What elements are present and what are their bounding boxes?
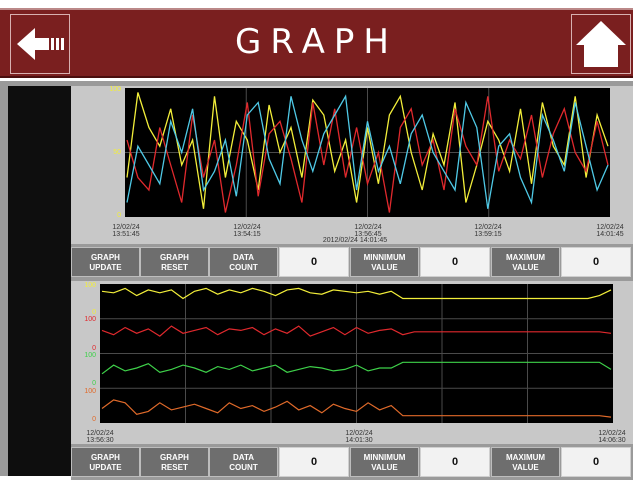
page-title: GRAPH bbox=[235, 22, 398, 62]
top-x-tick: 12/02/24 13:59:15 bbox=[474, 224, 502, 238]
bottom-x-tick: 12/02/24 14:01:30 bbox=[345, 430, 373, 444]
left-strip bbox=[8, 86, 71, 476]
bottom-y-tick: 0 bbox=[92, 416, 96, 423]
series-line bbox=[126, 94, 609, 209]
top-y-tick-100: 100 bbox=[109, 86, 121, 93]
series-line bbox=[126, 92, 609, 209]
bottom-x-tick: 12/02/24 13:56:30 bbox=[86, 430, 114, 444]
bottom-y-tick: 100 bbox=[84, 316, 96, 323]
title-bar bbox=[0, 8, 633, 78]
bottom-y-tick: 100 bbox=[84, 388, 96, 395]
series-line bbox=[101, 361, 612, 375]
graph-reset-button[interactable]: GRAPH RESET bbox=[140, 447, 209, 477]
back-button[interactable] bbox=[10, 14, 70, 74]
bottom-controls: GRAPH UPDATE GRAPH RESET DATA COUNT 0 MI… bbox=[71, 444, 633, 480]
maximum-value: 0 bbox=[561, 247, 631, 277]
home-icon bbox=[576, 21, 626, 67]
minimum-value-label: MINNIMUM VALUE bbox=[350, 247, 419, 277]
top-x-tick: 12/02/24 13:54:15 bbox=[233, 224, 261, 238]
minimum-value-label: MINNIMUM VALUE bbox=[350, 447, 419, 477]
minimum-value: 0 bbox=[420, 247, 490, 277]
minimum-value: 0 bbox=[420, 447, 490, 477]
back-arrow-icon bbox=[17, 28, 64, 60]
top-x-tick: 12/02/24 13:51:45 bbox=[112, 224, 140, 238]
data-count-label: DATA COUNT bbox=[209, 247, 278, 277]
graph-update-button[interactable]: GRAPH UPDATE bbox=[71, 247, 140, 277]
bottom-chart-plot bbox=[100, 284, 613, 423]
data-count-value: 0 bbox=[279, 447, 349, 477]
data-count-label: DATA COUNT bbox=[209, 447, 278, 477]
top-x-tick: 12/02/24 14:01:45 bbox=[596, 224, 624, 238]
series-line bbox=[101, 325, 612, 337]
series-line bbox=[101, 287, 612, 300]
maximum-value-label: MAXIMUM VALUE bbox=[491, 247, 560, 277]
bottom-y-tick: 0 bbox=[92, 380, 96, 387]
home-button[interactable] bbox=[571, 14, 631, 74]
series-line bbox=[126, 96, 609, 213]
bottom-x-tick: 12/02/24 14:06:30 bbox=[598, 430, 626, 444]
series-line bbox=[101, 399, 612, 418]
header bbox=[0, 0, 633, 81]
top-chart-svg bbox=[125, 88, 610, 217]
top-y-tick-50: 50 bbox=[113, 149, 121, 156]
bottom-chart-svg bbox=[100, 284, 613, 423]
bottom-y-tick: 100 bbox=[84, 352, 96, 359]
top-chart-plot bbox=[125, 88, 610, 217]
data-count-value: 0 bbox=[279, 247, 349, 277]
top-controls: GRAPH UPDATE GRAPH RESET DATA COUNT 0 MI… bbox=[71, 244, 633, 280]
top-cursor-label: 2012/02/24 14:01:45 bbox=[322, 237, 388, 244]
bottom-y-tick: 0 bbox=[92, 309, 96, 316]
graph-reset-button[interactable]: GRAPH RESET bbox=[140, 247, 209, 277]
graph-update-button[interactable]: GRAPH UPDATE bbox=[71, 447, 140, 477]
top-x-tick: 12/02/24 13:56:45 bbox=[354, 224, 382, 238]
maximum-value-label: MAXIMUM VALUE bbox=[491, 447, 560, 477]
maximum-value: 0 bbox=[561, 447, 631, 477]
bottom-y-tick: 0 bbox=[92, 345, 96, 352]
bottom-y-tick: 100 bbox=[84, 282, 96, 289]
top-y-tick-0: 0 bbox=[117, 212, 121, 219]
